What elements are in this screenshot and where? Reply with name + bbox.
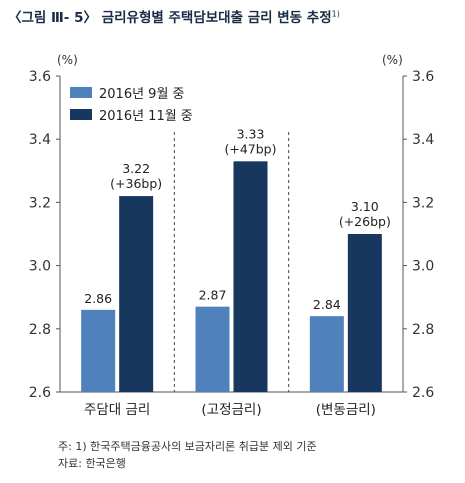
chart-notes: 주: 1) 한국주택금융공사의 보금자리론 취급분 제외 기준 자료: 한국은행 [58,438,317,472]
legend-label: 2016년 11월 중 [99,109,193,124]
y-tick-label-right: 2.6 [412,385,434,401]
y-tick-label-left: 2.6 [29,385,51,401]
chart-title-text: 〈그림 Ⅲ- 5〉 금리유형별 주택담보대출 금리 변동 추정 [8,10,332,26]
bar-nov [119,196,154,392]
change-label: (+36bp) [110,176,162,191]
bar-sep [309,316,344,392]
y-tick-label-left: 3.0 [29,259,51,275]
legend-label: 2016년 9월 중 [99,87,185,102]
data-label: 2.86 [84,291,112,306]
x-tick-label: (변동금리) [316,402,376,418]
y-tick-label-right: 2.8 [412,322,434,338]
chart-title: 〈그림 Ⅲ- 5〉 금리유형별 주택담보대출 금리 변동 추정1) [8,6,340,27]
y-tick-label-left: 3.2 [29,195,51,211]
footnote: 주: 1) 한국주택금융공사의 보금자리론 취급분 제외 기준 [58,440,317,453]
source-note: 자료: 한국은행 [58,457,126,470]
x-tick-label: (고정금리) [201,402,261,418]
legend-swatch [70,87,92,98]
y-tick-label-right: 3.0 [412,259,434,275]
legend-swatch [70,109,92,120]
change-label: (+47bp) [224,141,276,156]
bar-sep [81,309,116,392]
y-unit-left: (%) [57,53,78,67]
bar-nov [347,234,382,392]
data-label: 3.33 [237,126,265,141]
y-tick-label-left: 3.4 [29,132,51,148]
bar-nov [233,161,268,392]
bar-sep [195,306,230,392]
y-tick-label-right: 3.2 [412,195,434,211]
y-tick-label-left: 2.8 [29,322,51,338]
x-tick-label: 주담대 금리 [84,402,150,418]
data-label: 3.22 [122,161,150,176]
title-footnote-marker: 1) [331,9,340,19]
y-tick-label-right: 3.6 [412,69,434,85]
data-label: 3.10 [351,199,379,214]
y-tick-label-right: 3.4 [412,132,434,148]
y-unit-right: (%) [382,53,403,67]
y-tick-label-left: 3.6 [29,69,51,85]
change-label: (+26bp) [339,214,391,229]
data-label: 2.84 [313,297,341,312]
data-label: 2.87 [199,288,227,303]
